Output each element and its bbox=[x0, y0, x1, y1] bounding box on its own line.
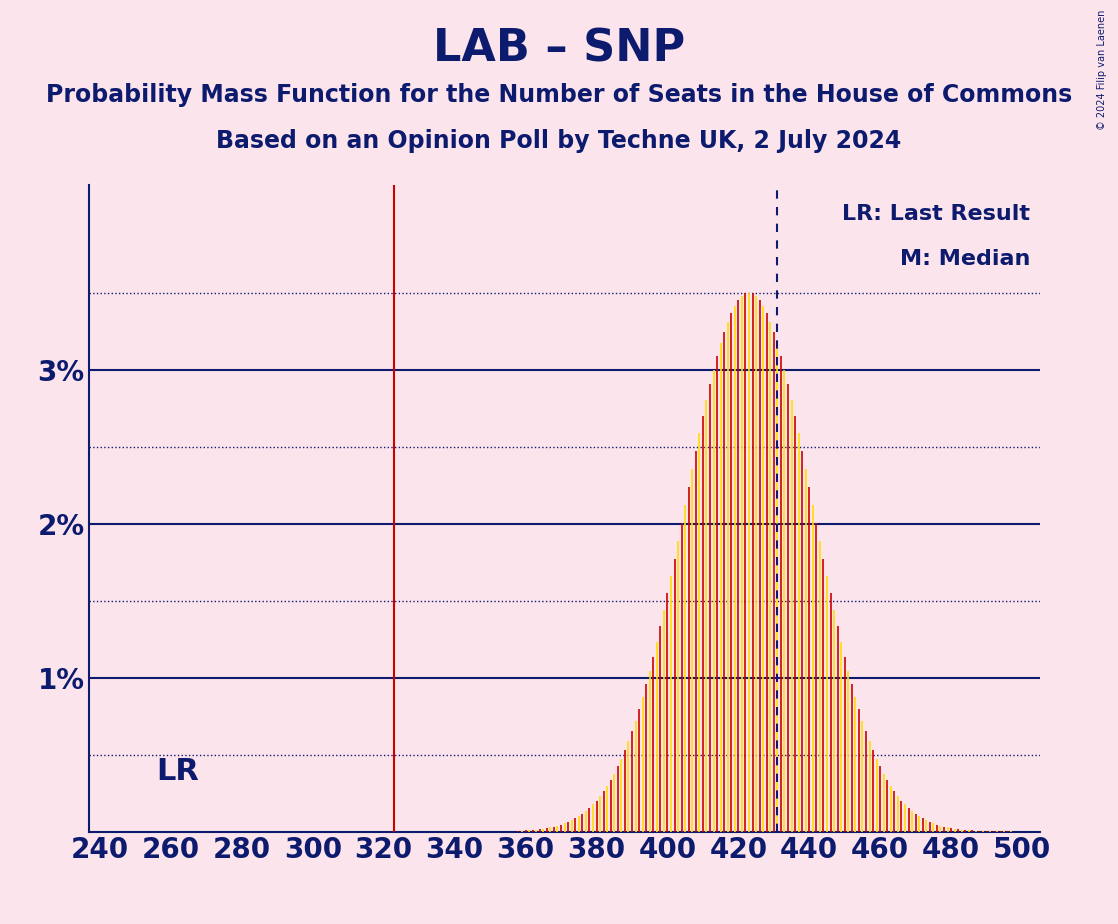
Text: LR: LR bbox=[157, 758, 199, 786]
Text: M: Median: M: Median bbox=[900, 249, 1030, 270]
Text: Probability Mass Function for the Number of Seats in the House of Commons: Probability Mass Function for the Number… bbox=[46, 83, 1072, 107]
Text: LR: Last Result: LR: Last Result bbox=[842, 204, 1030, 225]
Text: LAB – SNP: LAB – SNP bbox=[433, 28, 685, 71]
Text: Based on an Opinion Poll by Techne UK, 2 July 2024: Based on an Opinion Poll by Techne UK, 2… bbox=[217, 129, 901, 153]
Text: © 2024 Filip van Laenen: © 2024 Filip van Laenen bbox=[1097, 9, 1107, 129]
